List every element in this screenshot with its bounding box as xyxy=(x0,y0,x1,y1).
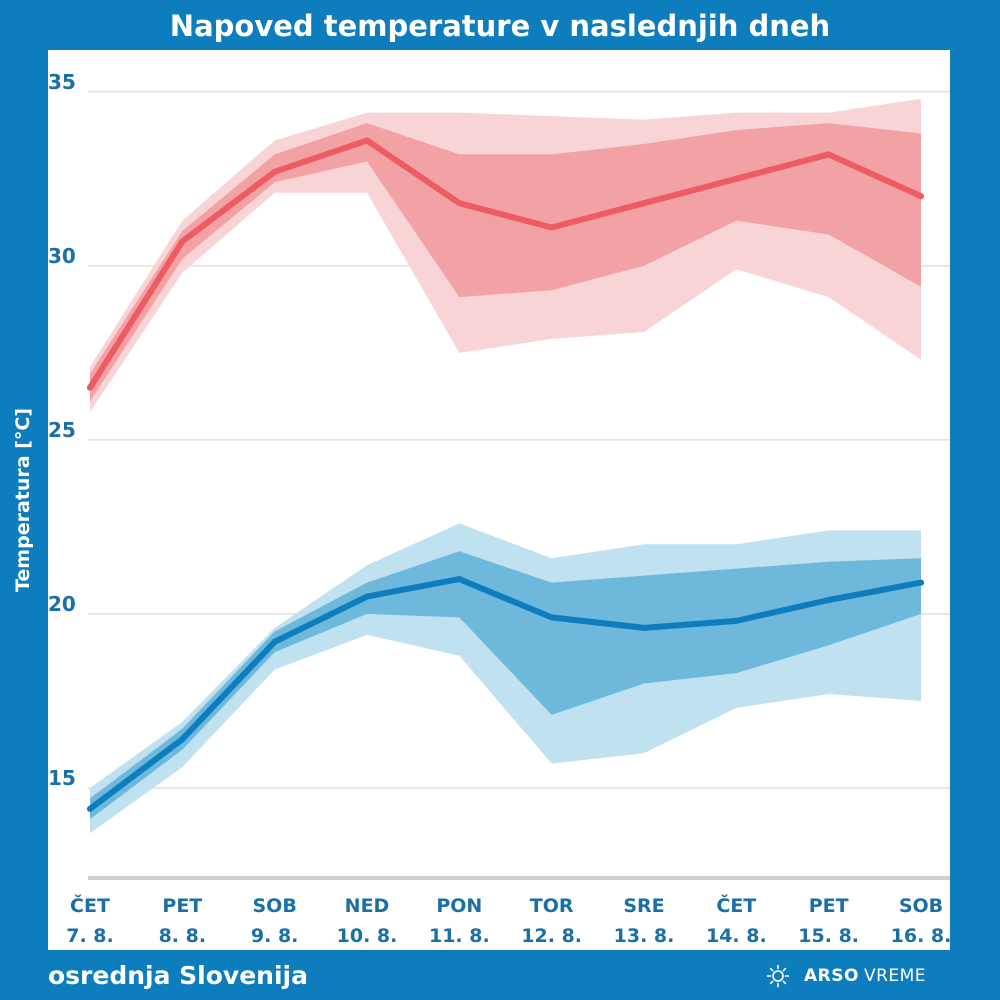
y-tick-label-25: 25 xyxy=(48,418,76,442)
x-tick-date-9: 16. 8. xyxy=(891,925,950,947)
brand-logo: ARSO VREME xyxy=(766,962,926,990)
max-temperature-line xyxy=(87,137,924,391)
x-tick-day-0: ČET xyxy=(70,893,110,917)
min-point-0 xyxy=(87,805,93,812)
x-tick-day-2: SOB xyxy=(253,895,297,917)
min-point-6 xyxy=(641,624,647,631)
x-tick-date-3: 10. 8. xyxy=(337,925,398,947)
max-point-2 xyxy=(271,168,278,175)
x-tick-date-8: 15. 8. xyxy=(798,925,859,947)
max-point-0 xyxy=(87,384,93,391)
max-point-5 xyxy=(548,224,555,231)
min-point-9 xyxy=(918,579,924,586)
x-tick-day-8: PET xyxy=(809,895,849,917)
chart-title: Napoved temperature v naslednjih dneh xyxy=(169,9,831,43)
x-tick-date-7: 14. 8. xyxy=(706,925,767,947)
x-tick-day-6: SRE xyxy=(623,895,664,917)
min-inner-band xyxy=(90,551,921,820)
x-tick-date-0: 7. 8. xyxy=(66,925,114,947)
max-point-9 xyxy=(918,193,924,200)
x-tick-date-5: 12. 8. xyxy=(521,925,582,947)
max-point-4 xyxy=(456,200,463,207)
plot-panel: 15 20 25 30 35 ČET 7. 8. PET 8. 8. SOB 9. 8. NED 10.… xyxy=(48,50,950,950)
region-name: osrednja Slovenija xyxy=(48,961,308,990)
min-point-3 xyxy=(364,593,370,600)
x-tick-date-2: 9. 8. xyxy=(251,925,299,947)
max-point-1 xyxy=(179,238,186,245)
x-tick-day-9: SOB xyxy=(899,895,943,917)
x-tick-day-3: NED xyxy=(345,895,390,917)
max-inner-band xyxy=(90,123,921,402)
y-tick-label-20: 20 xyxy=(48,592,76,616)
min-point-1 xyxy=(179,736,186,743)
min-point-7 xyxy=(733,617,740,624)
min-point-4 xyxy=(456,576,463,583)
y-tick-label-35: 35 xyxy=(48,70,76,94)
min-point-8 xyxy=(825,597,832,603)
sun-icon xyxy=(766,964,790,988)
min-point-2 xyxy=(271,638,278,645)
max-point-7 xyxy=(733,175,740,182)
max-point-3 xyxy=(364,137,370,144)
max-point-6 xyxy=(641,200,647,207)
x-tick-day-5: TOR xyxy=(530,895,574,917)
chart-svg: 15 20 25 30 35 ČET 7. 8. PET 8. 8. SOB 9. 8. NED 10.… xyxy=(48,70,950,947)
max-point-8 xyxy=(825,151,832,158)
x-tick-date-4: 11. 8. xyxy=(429,925,490,947)
min-temperature-line xyxy=(87,576,924,812)
x-tick-date-6: 13. 8. xyxy=(614,925,675,947)
x-tick-day-7: ČET xyxy=(716,893,756,917)
x-tick-date-1: 8. 8. xyxy=(159,925,207,947)
x-tick-day-4: PON xyxy=(436,895,482,917)
y-tick-label-15: 15 xyxy=(48,766,76,790)
brand-subtitle: VREME xyxy=(863,966,927,986)
min-point-5 xyxy=(548,614,555,621)
x-tick-day-1: PET xyxy=(162,895,202,917)
y-tick-label-30: 30 xyxy=(48,244,76,268)
brand-name: ARSO xyxy=(804,966,859,986)
y-axis-label: Temperatura [°C] xyxy=(12,407,34,593)
